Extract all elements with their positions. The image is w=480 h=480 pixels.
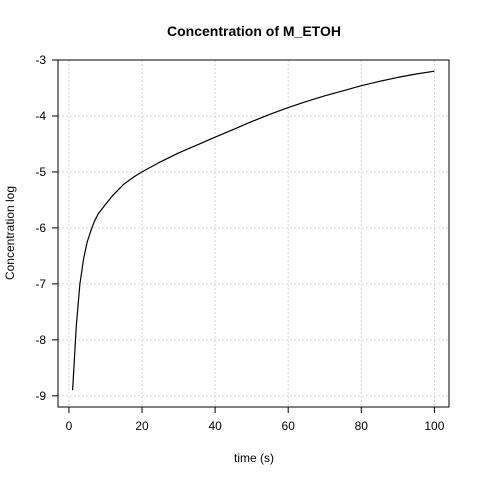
- y-axis-title: Concentration log: [3, 186, 17, 280]
- grid: [58, 59, 449, 407]
- chart-title: Concentration of M_ETOH: [167, 23, 341, 39]
- y-tick-label: -5: [35, 165, 46, 179]
- x-tick-label: 60: [282, 419, 296, 433]
- y-tick-label: -3: [35, 53, 46, 67]
- x-tick-label: 80: [355, 419, 369, 433]
- plot-frame: [57, 59, 450, 408]
- x-tick-label: 0: [66, 419, 73, 433]
- x-tick-label: 20: [135, 419, 149, 433]
- y-tick-label: -4: [35, 109, 46, 123]
- y-axis: -9 -8 -7 -6 -5 -4 -3: [35, 53, 58, 403]
- series-line: [72, 70, 435, 391]
- x-tick-label: 40: [208, 419, 222, 433]
- y-tick-label: -8: [35, 333, 46, 347]
- y-tick-label: -9: [35, 389, 46, 403]
- y-tick-label: -6: [35, 221, 46, 235]
- x-axis-title: time (s): [234, 451, 274, 465]
- y-tick-label: -7: [35, 277, 46, 291]
- x-axis: 0 20 40 60 80 100: [66, 406, 445, 433]
- x-tick-label: 100: [424, 419, 444, 433]
- series-layer: [72, 70, 435, 391]
